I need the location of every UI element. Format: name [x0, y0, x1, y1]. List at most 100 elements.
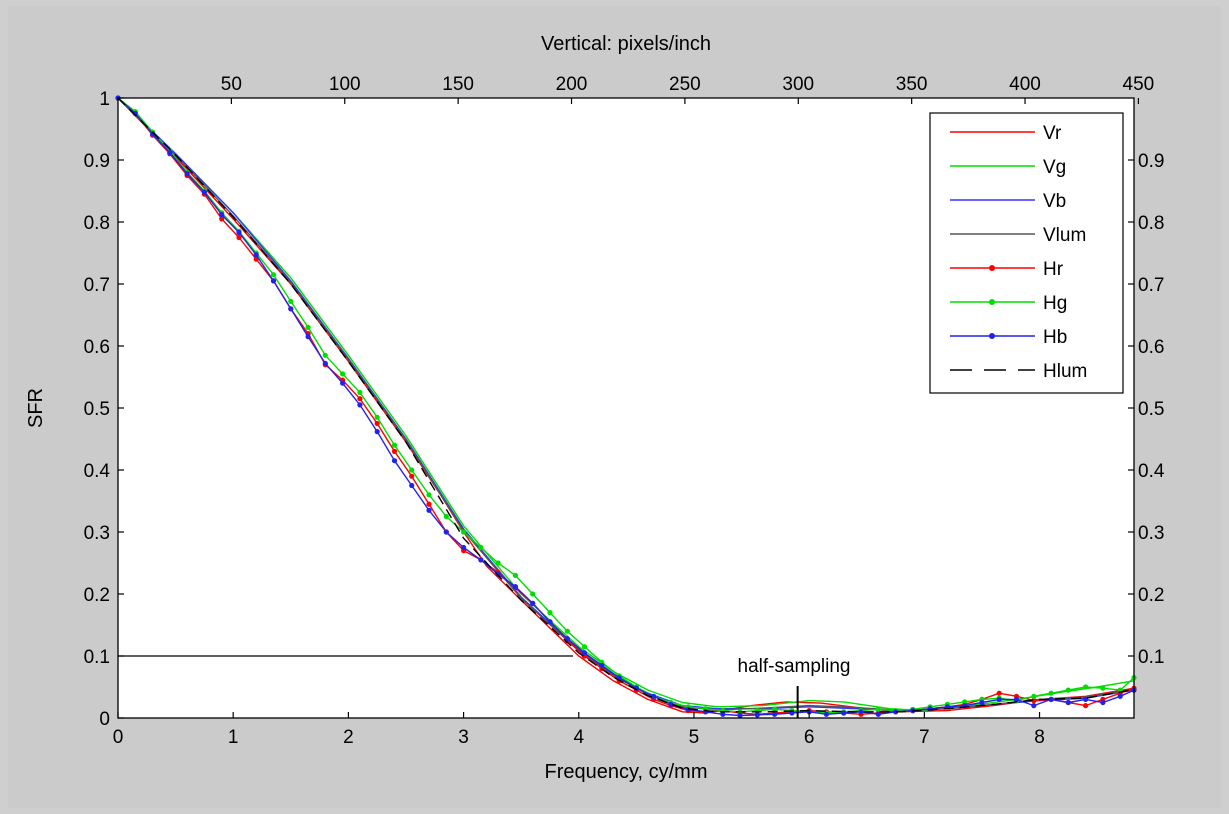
series-point-hb [547, 619, 553, 625]
x-tick-label: 2 [343, 727, 354, 748]
top-x-tick-label: 150 [442, 74, 474, 95]
series-point-hg [305, 324, 311, 330]
legend-box [929, 112, 1124, 394]
series-point-hb [1031, 703, 1037, 709]
series-point-hb [461, 544, 467, 551]
right-y-tick-label: 0.4 [1138, 461, 1165, 482]
series-point-hg [409, 467, 415, 473]
series-point-hb [599, 662, 605, 668]
series-point-hb [772, 711, 778, 717]
series-point-hg [512, 572, 519, 579]
series-point-hb [530, 600, 536, 606]
series-point-hg [581, 644, 588, 650]
series-point-hr [996, 690, 1002, 696]
series-point-hg [340, 371, 346, 377]
legend-label-vlum: Vlum [1043, 225, 1086, 246]
x-axis-label: Frequency, cy/mm [545, 761, 708, 783]
series-point-hb [253, 252, 259, 258]
series-point-hg [391, 442, 398, 448]
series-point-hb [1013, 696, 1020, 703]
series-point-hb [564, 636, 570, 642]
x-tick-label: 1 [228, 727, 239, 748]
y-tick-label: 0.3 [84, 523, 110, 544]
series-point-hb [426, 507, 432, 513]
series-line-hg [117, 97, 1135, 714]
series-point-hb [996, 696, 1002, 703]
series-point-hg [270, 272, 277, 278]
series-point-hb [737, 712, 743, 719]
series-point-hg [1031, 693, 1037, 699]
top-x-axis-label: Vertical: pixels/inch [541, 33, 711, 55]
series-point-hb [305, 334, 311, 340]
top-x-tick-label: 350 [896, 74, 928, 95]
top-x-tick-label: 50 [221, 74, 242, 95]
legend-label-vg: Vg [1043, 157, 1066, 178]
series-point-hb [409, 482, 415, 489]
y-tick-label: 1 [99, 89, 110, 110]
half-sampling-label: half-sampling [738, 656, 851, 677]
series-point-hb [478, 557, 484, 563]
top-x-tick-label: 400 [1009, 74, 1041, 95]
y-tick-label: 0.2 [84, 585, 110, 606]
series-point-hb [1065, 699, 1071, 706]
series-point-hb [167, 150, 173, 156]
y-axis-label: SFR [25, 388, 47, 428]
top-x-tick-label: 250 [669, 74, 701, 95]
x-tick-label: 0 [113, 727, 124, 748]
right-y-tick-label: 0.5 [1138, 399, 1164, 420]
series-point-hb [858, 709, 864, 715]
series-point-hb [1083, 696, 1089, 703]
series-point-hg [478, 544, 484, 551]
right-y-tick-label: 0.6 [1138, 337, 1164, 358]
right-y-tick-label: 0.8 [1138, 213, 1164, 234]
series-point-hr [391, 448, 398, 454]
top-x-tick-label: 450 [1123, 74, 1155, 95]
x-tick-label: 7 [919, 727, 930, 748]
series-point-hg [374, 414, 380, 420]
y-tick-label: 0.1 [84, 647, 110, 668]
series-line-hb [117, 97, 1135, 717]
x-tick-label: 6 [804, 727, 815, 748]
legend-label-hr: Hr [1043, 259, 1064, 280]
series-point-hb [512, 584, 519, 590]
series-point-hg [564, 628, 570, 634]
series-point-hr [219, 216, 225, 222]
series-point-hb [979, 699, 985, 706]
series-point-hg [530, 591, 536, 597]
legend-label-vb: Vb [1043, 191, 1066, 212]
series-point-hb [581, 650, 588, 656]
series-point-hb [668, 701, 674, 708]
series-point-hb [288, 306, 294, 312]
series-point-hb [391, 458, 398, 464]
series-point-hb [1048, 696, 1054, 703]
legend: Vr Vg Vb Vlum Hr Hg Hb Hlum [929, 112, 1124, 394]
legend-label-hg: Hg [1043, 293, 1067, 314]
series-point-hg [495, 560, 501, 566]
series-point-hb [443, 529, 449, 535]
right-y-tick-label: 0.1 [1138, 647, 1164, 668]
series-point-hg [1083, 684, 1089, 690]
series-line-hlum [117, 97, 1135, 713]
y-tick-label: 0.5 [84, 399, 110, 420]
right-y-tick-label: 0.9 [1138, 151, 1164, 172]
series-line-vg [117, 97, 1135, 712]
series-layer [115, 95, 1137, 719]
series-point-hb [893, 709, 899, 715]
series-point-hg [357, 389, 363, 396]
legend-marker-hr [989, 265, 995, 271]
series-point-hb [841, 710, 847, 716]
legend-label-hlum: Hlum [1043, 361, 1087, 382]
right-y-tick-label: 0.3 [1138, 523, 1164, 544]
series-point-hg [547, 610, 553, 616]
series-point-hg [288, 298, 294, 304]
x-tick-label: 3 [458, 727, 469, 748]
series-point-hg [772, 706, 778, 712]
series-point-hg [426, 492, 432, 498]
series-point-hr [236, 234, 242, 241]
x-tick-label: 5 [689, 727, 700, 748]
right-y-tick-label: 0.7 [1138, 275, 1164, 296]
legend-label-vr: Vr [1043, 123, 1062, 144]
series-point-hg [443, 513, 449, 520]
y-tick-label: 0.7 [84, 275, 110, 296]
series-point-hg [962, 699, 968, 705]
